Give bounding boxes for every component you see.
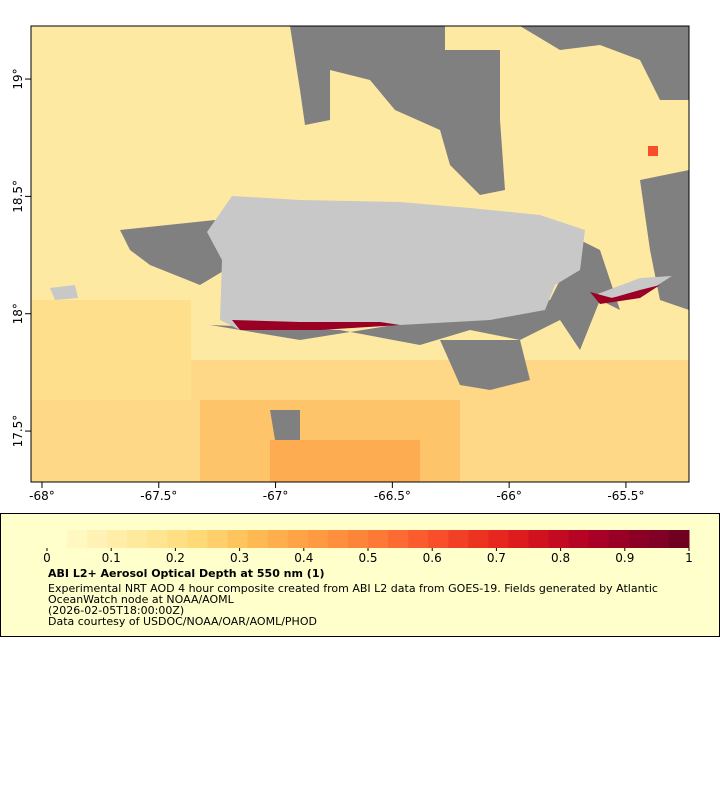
- map-frame: [30, 25, 690, 483]
- y-tick-label: 19°: [11, 68, 25, 89]
- legend-line: OceanWatch node at NOAA/AOML: [48, 593, 235, 606]
- colorbar-segment: [287, 530, 309, 548]
- colorbar-segment: [668, 530, 690, 548]
- colorbar-segment: [568, 530, 590, 548]
- colorbar-segment: [167, 530, 188, 548]
- colorbar-tick-label: 0.6: [423, 551, 442, 565]
- colorbar-segment: [87, 530, 108, 548]
- colorbar-segment: [628, 530, 650, 548]
- y-tick-label: 17.5°: [11, 415, 25, 448]
- colorbar-segment: [67, 530, 88, 548]
- colorbar-segment: [347, 530, 369, 548]
- x-tick-label: -67.5°: [140, 489, 177, 503]
- colorbar-segment: [428, 530, 449, 548]
- colorbar-tick-label: 0.8: [551, 551, 570, 565]
- colorbar-tick-label: 0.9: [615, 551, 634, 565]
- colorbar-segment: [207, 530, 229, 548]
- x-tick-label: -66°: [496, 489, 522, 503]
- colorbar-segment: [388, 530, 409, 548]
- colorbar-tick-label: 0.5: [358, 551, 377, 565]
- colorbar-segment: [448, 530, 469, 548]
- map-raster: [31, 26, 689, 482]
- colorbar-segment: [107, 530, 128, 548]
- colorbar-tick-label: 0: [43, 551, 51, 565]
- colorbar-segment: [307, 530, 329, 548]
- colorbar-segment: [368, 530, 389, 548]
- x-tick-label: -67°: [263, 489, 289, 503]
- colorbar-tick-label: 1: [685, 551, 693, 565]
- legend-line: (2026-02-05T18:00:00Z): [48, 604, 184, 617]
- colorbar-segment: [508, 530, 529, 548]
- colorbar-segment: [528, 530, 550, 548]
- legend-line: Data courtesy of USDOC/NOAA/OAR/AOML/PHO…: [48, 615, 317, 628]
- x-tick-label: -68°: [29, 489, 55, 503]
- colorbar-segment: [187, 530, 208, 548]
- colorbar-tick-label: 0.2: [166, 551, 185, 565]
- colorbar-segment: [608, 530, 630, 548]
- colorbar-tick-label: 0.3: [230, 551, 249, 565]
- colorbar-tick-label: 0.1: [102, 551, 121, 565]
- x-tick-label: -66.5°: [374, 489, 411, 503]
- colorbar-segment: [588, 530, 610, 548]
- colorbar-segment: [227, 530, 249, 548]
- legend-title: ABI L2+ Aerosol Optical Depth at 550 nm …: [48, 567, 325, 580]
- colorbar-segment: [648, 530, 670, 548]
- colorbar-segment: [47, 530, 68, 548]
- y-tick-label: 18°: [11, 303, 25, 324]
- colorbar-segment: [327, 530, 349, 548]
- colorbar-segment: [408, 530, 429, 548]
- colorbar-tick-label: 0.7: [487, 551, 506, 565]
- colorbar-segment: [267, 530, 289, 548]
- colorbar-segment: [548, 530, 570, 548]
- colorbar-tick-label: 0.4: [294, 551, 313, 565]
- x-tick-label: -65.5°: [607, 489, 644, 503]
- colorbar-segment: [468, 530, 489, 548]
- colorbar-segment: [127, 530, 148, 548]
- colorbar-segment: [147, 530, 168, 548]
- colorbar-segment: [247, 530, 269, 548]
- legend-line: Experimental NRT AOD 4 hour composite cr…: [48, 582, 658, 595]
- y-tick-label: 18.5°: [11, 180, 25, 213]
- colorbar-segment: [488, 530, 509, 548]
